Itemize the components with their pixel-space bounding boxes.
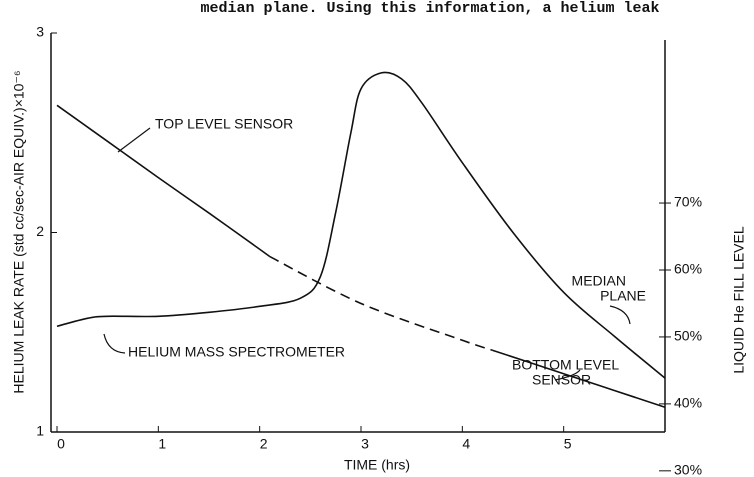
y2-axis-label: LIQUID He FILL LEVEL xyxy=(731,226,747,374)
annotation: BOTTOM LEVEL xyxy=(512,357,619,373)
series-line xyxy=(56,104,271,258)
annotation-arrow xyxy=(554,369,581,381)
x-tick-label: 2 xyxy=(260,436,268,452)
x-tick-label: 4 xyxy=(462,436,470,452)
x-tick-label: 3 xyxy=(361,436,369,452)
y-tick-label: 3 xyxy=(36,24,44,40)
series-line xyxy=(56,71,666,379)
y-axis-label: HELIUM LEAK RATE (std cc/sec-AIR EQUIV.)… xyxy=(11,70,27,393)
y2-tick-label: 50% xyxy=(674,328,702,344)
y-tick-label: 2 xyxy=(36,223,44,239)
annotation: PLANE xyxy=(600,288,646,304)
series-line xyxy=(269,255,493,352)
x-axis-label: TIME (hrs) xyxy=(344,457,410,473)
annotation: SENSOR xyxy=(532,372,591,388)
annotation: TOP LEVEL SENSOR xyxy=(155,116,293,132)
annotation: HELIUM MASS SPECTROMETER xyxy=(128,344,345,360)
y2-tick-label: 30% xyxy=(674,462,702,477)
annotation: MEDIAN xyxy=(572,273,626,289)
series-line xyxy=(492,349,666,408)
x-tick-label: 5 xyxy=(564,436,572,452)
page-text: median plane. Using this information, a … xyxy=(200,0,659,17)
annotation-arrow xyxy=(117,127,151,153)
y2-tick-label: 70% xyxy=(674,194,702,210)
y2-tick-label: 60% xyxy=(674,261,702,277)
y2-tick-label: 40% xyxy=(674,395,702,411)
annotation-arrow xyxy=(609,305,631,325)
y-tick-label: 1 xyxy=(36,423,44,439)
x-tick-label: 0 xyxy=(57,436,65,452)
x-tick-label: 1 xyxy=(158,436,166,452)
annotation-arrow xyxy=(103,333,126,354)
